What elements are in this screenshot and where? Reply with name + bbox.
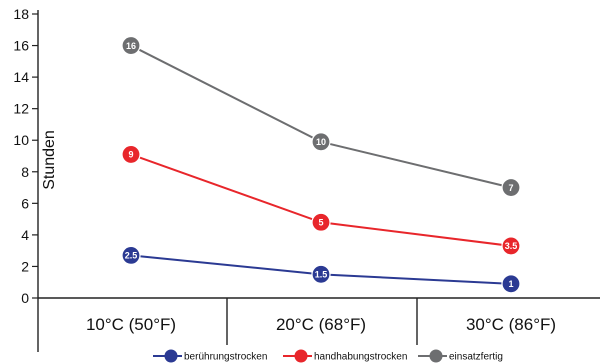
legend-label: handhabungstrocken: [314, 352, 407, 363]
legend-label: einsatzfertig: [449, 352, 503, 363]
y-tick-label: 10: [13, 132, 29, 148]
y-axis-label: Stunden: [41, 130, 58, 190]
data-label: 1.5: [315, 270, 328, 280]
data-point: [311, 132, 331, 152]
y-tick-label: 8: [21, 164, 29, 180]
legend-marker: [164, 349, 178, 363]
data-point: [121, 245, 141, 265]
series-line: [130, 44, 512, 189]
y-tick-label: 6: [21, 195, 29, 211]
x-category-label: 10°C (50°F): [86, 315, 176, 334]
data-point: [311, 212, 331, 232]
y-tick-label: 18: [13, 6, 29, 22]
y-tick-label: 0: [21, 290, 29, 306]
data-label: 5: [318, 217, 323, 227]
legend-marker: [429, 349, 443, 363]
y-tick-label: 4: [21, 227, 29, 243]
series-line: [130, 153, 512, 247]
data-label: 9: [128, 150, 133, 160]
data-label: 10: [316, 137, 326, 147]
x-category-label: 30°C (86°F): [466, 315, 556, 334]
data-point: [121, 144, 141, 165]
y-tick-label: 14: [13, 69, 29, 85]
data-point: [501, 274, 521, 294]
x-category-label: 20°C (68°F): [276, 315, 366, 334]
y-tick-label: 16: [13, 38, 29, 54]
data-point: [121, 35, 141, 56]
series-layer: 2.5 1.5 1 9 5 3.5 16 10 7: [121, 35, 521, 294]
legend-marker: [294, 349, 308, 363]
legend: berührungstrocken handhabungstrocken einsa…: [153, 349, 503, 363]
data-label: 16: [126, 41, 136, 51]
data-label: 2.5: [125, 251, 138, 261]
data-point: [311, 264, 331, 284]
data-label: 3.5: [505, 241, 518, 251]
data-label: 7: [508, 183, 513, 193]
data-point: [501, 236, 521, 256]
y-tick-label: 12: [13, 101, 29, 117]
data-label: 1: [508, 279, 513, 289]
axes: 0 2 4 6 8 10 12 14 16 18 10°C (50°F) 20°C (68°F) 30°…: [13, 6, 600, 352]
y-tick-label: 2: [21, 258, 29, 274]
legend-label: berührungstrocken: [184, 352, 267, 363]
data-point: [501, 177, 521, 198]
